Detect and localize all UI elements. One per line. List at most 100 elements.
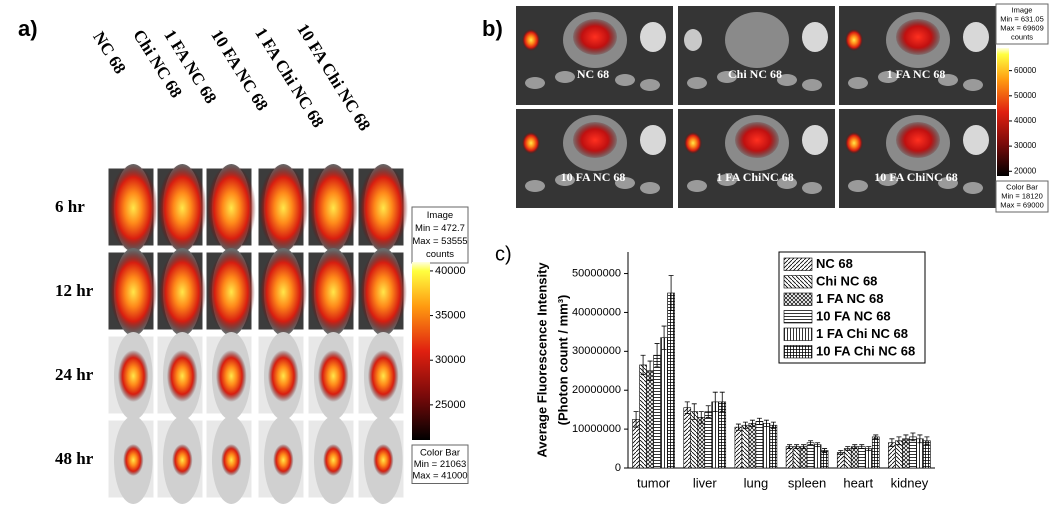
- bar: [799, 446, 808, 469]
- error-bar: [763, 419, 769, 427]
- error-bar: [845, 446, 851, 451]
- organ-lung: [802, 22, 828, 52]
- error-bar: [917, 434, 923, 444]
- bar: [785, 446, 794, 469]
- image-label: Chi NC 68: [728, 67, 782, 81]
- bar: [646, 370, 654, 469]
- info-text: Image: [1012, 5, 1033, 14]
- organ-lung: [802, 125, 828, 155]
- signal: [309, 250, 357, 334]
- bar: [653, 354, 661, 469]
- organ-small: [525, 77, 545, 89]
- liver-signal: [735, 122, 779, 158]
- bar: [843, 448, 852, 469]
- bar: [792, 446, 801, 469]
- info-text: Min = 18120: [1001, 191, 1043, 200]
- organ-small: [717, 174, 737, 186]
- bar: [741, 424, 750, 469]
- error-bar: [866, 446, 872, 451]
- signal: [172, 444, 193, 476]
- bar: [683, 407, 692, 469]
- legend-swatch: [783, 257, 813, 271]
- info-text: Image: [427, 210, 453, 221]
- bar: [902, 438, 910, 469]
- organ-small: [938, 74, 958, 86]
- colorbar: [412, 262, 430, 440]
- error-bar: [668, 275, 674, 311]
- liver-signal: [896, 122, 940, 158]
- organ-small: [938, 177, 958, 189]
- error-bar: [712, 391, 718, 413]
- colorbar-tick-label: 40000: [435, 265, 466, 277]
- panel-label: c): [495, 243, 512, 265]
- signal: [359, 250, 407, 334]
- y-tick-label: 50000000: [572, 267, 621, 279]
- y-tick-label: 20000000: [572, 384, 621, 396]
- y-axis-title: (Photon count / mm³): [555, 295, 570, 426]
- bar: [806, 442, 815, 469]
- organ-lung: [640, 125, 666, 155]
- error-bar: [647, 360, 653, 381]
- organ-tumor: [684, 29, 702, 51]
- bar: [639, 364, 647, 469]
- legend-swatch: [783, 275, 813, 289]
- column-label: NC 68: [89, 28, 129, 77]
- organ-tumor: [522, 29, 540, 51]
- signal: [367, 350, 399, 402]
- colorbar-tick-label: 40000: [1014, 116, 1037, 125]
- organ-small: [687, 77, 707, 89]
- organ-small: [525, 180, 545, 192]
- error-bar: [924, 436, 930, 446]
- info-text: Color Bar: [1006, 182, 1038, 191]
- info-text: Max = 69000: [1000, 200, 1044, 209]
- error-bar: [749, 419, 755, 427]
- bar: [690, 411, 699, 469]
- organ-small: [555, 174, 575, 186]
- organ-small: [802, 182, 822, 194]
- error-bar: [735, 423, 741, 431]
- y-tick-label: 30000000: [572, 345, 621, 357]
- x-tick-label: heart: [843, 475, 873, 490]
- legend-swatch: [783, 345, 813, 359]
- signal: [259, 250, 307, 334]
- organ-liver: [725, 12, 789, 68]
- error-bar: [698, 411, 704, 424]
- error-bar: [896, 436, 902, 446]
- signal: [317, 350, 349, 402]
- legend-swatch: [783, 310, 813, 324]
- bar: [748, 422, 757, 469]
- x-tick-label: liver: [693, 475, 718, 490]
- error-bar: [794, 444, 800, 449]
- legend-swatch: [783, 292, 813, 306]
- organ-small: [878, 71, 898, 83]
- bar: [762, 422, 771, 469]
- colorbar-tick-label: 25000: [435, 399, 466, 411]
- row-label: 48 hr: [55, 449, 94, 468]
- bar: [667, 292, 675, 469]
- organ-small: [687, 180, 707, 192]
- organ-tumor: [522, 132, 540, 154]
- organ-small: [878, 174, 898, 186]
- organ-tumor: [845, 132, 863, 154]
- image-label: 1 FA ChiNC 68: [716, 170, 793, 184]
- colorbar-tick-label: 60000: [1014, 66, 1037, 75]
- organ-small: [848, 180, 868, 192]
- bar: [769, 424, 778, 469]
- error-bar: [719, 391, 725, 413]
- error-bar: [852, 444, 858, 449]
- colorbar-tick-label: 30000: [1014, 141, 1037, 150]
- organ-small: [555, 71, 575, 83]
- organ-small: [963, 182, 983, 194]
- x-tick-label: tumor: [637, 475, 671, 490]
- error-bar: [633, 411, 639, 428]
- liver-signal: [896, 19, 940, 55]
- signal: [158, 250, 206, 334]
- colorbar-tick-label: 50000: [1014, 91, 1037, 100]
- liver-signal: [573, 19, 617, 55]
- organ-tumor: [684, 132, 702, 154]
- info-box: [411, 206, 469, 264]
- organ-small: [640, 182, 660, 194]
- info-box: [411, 444, 469, 484]
